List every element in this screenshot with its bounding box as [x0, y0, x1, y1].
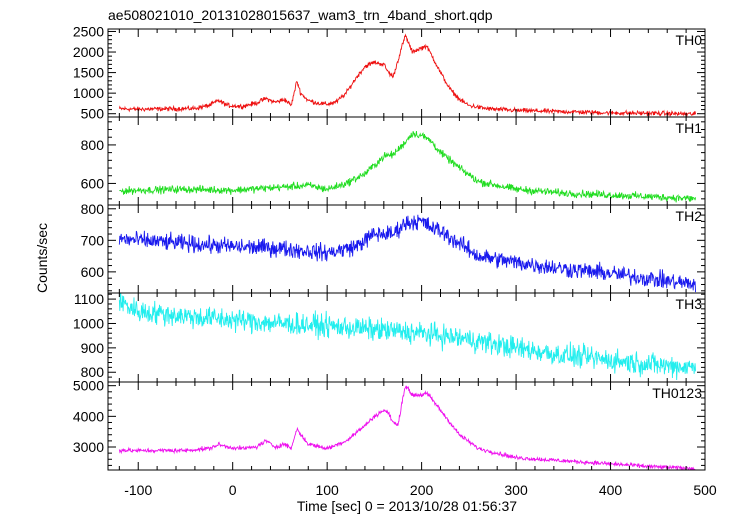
panel-th3: 800 900 1000 1100 TH3 — [73, 291, 706, 383]
y-tick-label: 1000 — [73, 85, 104, 101]
x-tick-label: 400 — [599, 482, 623, 498]
y-tick-label: 700 — [81, 232, 105, 248]
y-tick-label: 1000 — [73, 315, 104, 331]
panel-label: TH0123 — [652, 385, 702, 401]
y-tick-label: 5000 — [73, 378, 104, 394]
panel-frame — [107, 116, 706, 206]
panel-label: TH1 — [676, 120, 703, 136]
series-line-th0 — [118, 33, 696, 117]
panel-th0123: 3000 4000 5000 TH0123 — [73, 378, 706, 471]
y-tick-label: 800 — [81, 137, 105, 153]
panel-th2: 600 700 800 TH2 — [81, 201, 706, 294]
x-tick-label: 300 — [504, 482, 528, 498]
y-tick-label: 500 — [81, 106, 105, 122]
x-tick-label: 100 — [315, 482, 339, 498]
series-line-th3 — [118, 293, 696, 380]
series-line-th2 — [118, 214, 696, 293]
y-tick-label: 600 — [81, 175, 105, 191]
chart-title: ae508021010_20131028015637_wam3_trn_4ban… — [108, 7, 493, 23]
panel-frame — [107, 28, 706, 118]
y-tick-label: 800 — [81, 364, 105, 380]
y-tick-label: 800 — [81, 201, 105, 217]
panel-frame — [107, 381, 706, 471]
y-tick-label: 900 — [81, 340, 105, 356]
y-axis-label: Counts/sec — [34, 223, 50, 293]
y-tick-label: 3000 — [73, 439, 104, 455]
y-tick-label: 1500 — [73, 65, 104, 81]
y-tick-label: 1100 — [74, 291, 104, 307]
y-tick-label: 600 — [81, 264, 105, 280]
panel-label: TH3 — [676, 296, 703, 312]
panel-label: TH2 — [676, 208, 703, 224]
x-tick-label: 500 — [693, 482, 717, 498]
panels-group: 5001000150020002500TH0600800TH1600700800… — [73, 23, 717, 498]
y-tick-label: 4000 — [73, 408, 104, 424]
series-line-th0123 — [118, 385, 696, 470]
x-tick-label: -100 — [124, 482, 152, 498]
panel-th1: 600 800 TH1 — [81, 116, 706, 206]
panel-label: TH0 — [676, 32, 703, 48]
x-axis-label: Time [sec] 0 = 2013/10/28 01:56:37 — [297, 498, 517, 514]
y-tick-label: 2500 — [73, 23, 104, 39]
y-tick-label: 2000 — [73, 44, 104, 60]
panel-th0: 500 1000 1500 2000 2500 TH0 — [73, 23, 706, 122]
series-line-th1 — [119, 130, 696, 203]
x-tick-label: 200 — [410, 482, 434, 498]
x-tick-label: 0 — [229, 482, 237, 498]
